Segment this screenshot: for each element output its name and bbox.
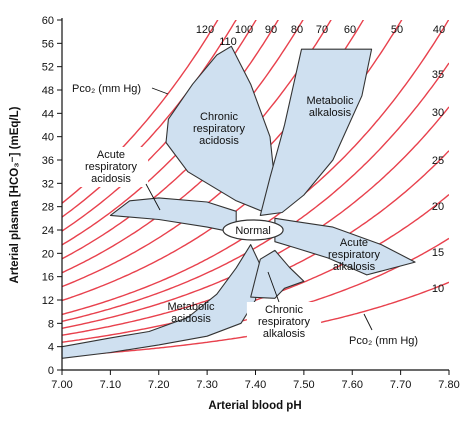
y-tick-label: 16 <box>42 272 54 284</box>
isobar-unit-label-bottom: Pco₂ (mm Hg) <box>349 335 418 347</box>
isobar-pco2-120 <box>62 20 219 204</box>
isobar-label-110: 110 <box>219 36 237 48</box>
isobar-label-50: 50 <box>391 24 403 36</box>
isobar-label-90: 90 <box>265 24 277 36</box>
y-tick-label: 36 <box>42 155 54 167</box>
callout-line <box>363 313 373 331</box>
y-tick-label: 32 <box>42 178 54 190</box>
isobar-label-70: 70 <box>316 24 328 36</box>
y-tick-label: 4 <box>48 342 54 354</box>
x-tick-label: 7.00 <box>51 379 72 391</box>
normal-region <box>222 219 284 241</box>
label-background <box>246 302 322 342</box>
region-label-line: respiratory <box>258 316 310 328</box>
isobar-label-40: 40 <box>433 24 445 36</box>
region-label-line: respiratory <box>193 123 245 135</box>
isobar-label-25: 25 <box>432 155 444 167</box>
x-tick-label: 7.40 <box>245 379 266 391</box>
y-axis-title: Arterial plasma [HCO₃⁻] (mEq/L) <box>9 106 21 283</box>
y-tick-label: 24 <box>42 225 54 237</box>
acute-respiratory-acidosis-region <box>109 197 237 234</box>
y-tick-label: 12 <box>42 295 54 307</box>
callout-line <box>151 87 169 95</box>
isobar-label-100: 100 <box>235 24 253 36</box>
x-tick-label: 7.60 <box>342 379 363 391</box>
y-tick-label: 0 <box>48 365 54 377</box>
isobar-label-10: 10 <box>432 283 444 295</box>
metabolic-alkalosis-region <box>259 48 373 216</box>
y-tick-label: 8 <box>48 318 54 330</box>
labels: 120 100 90 80 70 60 50 40 110 35 30 25 20 15 10 Pco₂ (m… <box>72 24 445 347</box>
axes: 7.00 7.10 7.20 7.30 7.40 7.50 7.60 7.70 7.800481… <box>42 15 460 391</box>
isobar-unit-label-top: Pco₂ (mm Hg) <box>72 83 141 95</box>
x-tick-label: 7.70 <box>390 379 411 391</box>
region-label-line: acidosis <box>91 173 131 185</box>
region-label-line: Acute <box>97 149 125 161</box>
y-tick-label: 28 <box>42 202 54 214</box>
isobar-label-30: 30 <box>432 107 444 119</box>
region-label-line: Metabolic <box>167 301 215 313</box>
chronic-respiratory-acidosis-region <box>165 45 276 214</box>
isobar-label-15: 15 <box>432 247 444 259</box>
callout-line <box>145 183 161 211</box>
isobar-label-20: 20 <box>432 201 444 213</box>
label-background <box>73 147 149 187</box>
y-tick-label: 20 <box>42 248 54 260</box>
diagnostic-regions <box>61 45 416 359</box>
region-label-line: alkalosis <box>309 107 352 119</box>
region-label-line: Chronic <box>200 111 238 123</box>
region-label-line: Metabolic <box>306 95 354 107</box>
region-label-line: acidosis <box>199 135 239 147</box>
isobar-label-35: 35 <box>432 69 444 81</box>
x-axis-title: Arterial blood pH <box>208 400 301 412</box>
isobar-label-60: 60 <box>344 24 356 36</box>
region-label-line: alkalosis <box>333 261 376 273</box>
region-label-line: Acute <box>340 237 368 249</box>
x-tick-label: 7.80 <box>438 379 459 391</box>
x-tick-label: 7.10 <box>100 379 121 391</box>
isobar-label-120: 120 <box>196 24 214 36</box>
label-normal: Normal <box>235 225 270 237</box>
y-tick-label: 52 <box>42 62 54 74</box>
region-label-line: respiratory <box>328 249 380 261</box>
isobar-pco2-80 <box>62 20 304 260</box>
acute-respiratory-alkalosis-region <box>274 217 416 276</box>
isobar-pco2-35 <box>62 62 449 322</box>
region-label-line: Chronic <box>265 304 303 316</box>
y-tick-label: 60 <box>42 15 54 27</box>
callout-line <box>267 271 280 303</box>
y-tick-label: 40 <box>42 132 54 144</box>
y-tick-label: 44 <box>42 108 54 120</box>
y-tick-label: 56 <box>42 38 54 50</box>
region-label-line: acidosis <box>171 313 211 325</box>
isobar-label-80: 80 <box>291 24 303 36</box>
x-tick-label: 7.20 <box>148 379 169 391</box>
chronic-respiratory-alkalosis-region <box>250 249 305 299</box>
x-tick-label: 7.30 <box>196 379 217 391</box>
x-tick-label: 7.50 <box>293 379 314 391</box>
isobar-pco2-90 <box>62 20 279 246</box>
y-tick-label: 48 <box>42 85 54 97</box>
region-label-line: alkalosis <box>263 328 306 340</box>
region-label-line: respiratory <box>85 161 137 173</box>
